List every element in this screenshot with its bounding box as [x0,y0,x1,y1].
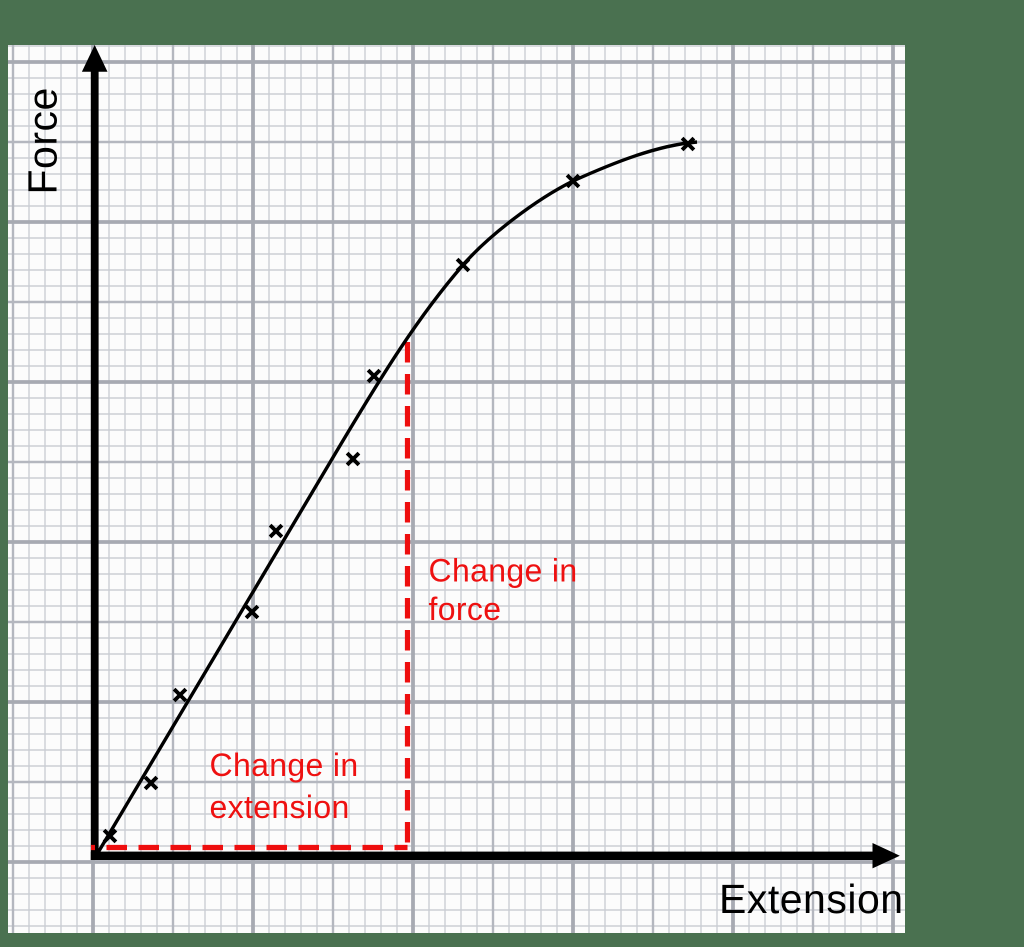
svg-text:Change in: Change in [210,747,359,783]
svg-text:Force: Force [20,87,66,194]
svg-text:force: force [429,591,502,627]
svg-text:Extension: Extension [719,876,904,922]
svg-text:Change in: Change in [429,553,578,589]
svg-text:extension: extension [210,789,350,825]
